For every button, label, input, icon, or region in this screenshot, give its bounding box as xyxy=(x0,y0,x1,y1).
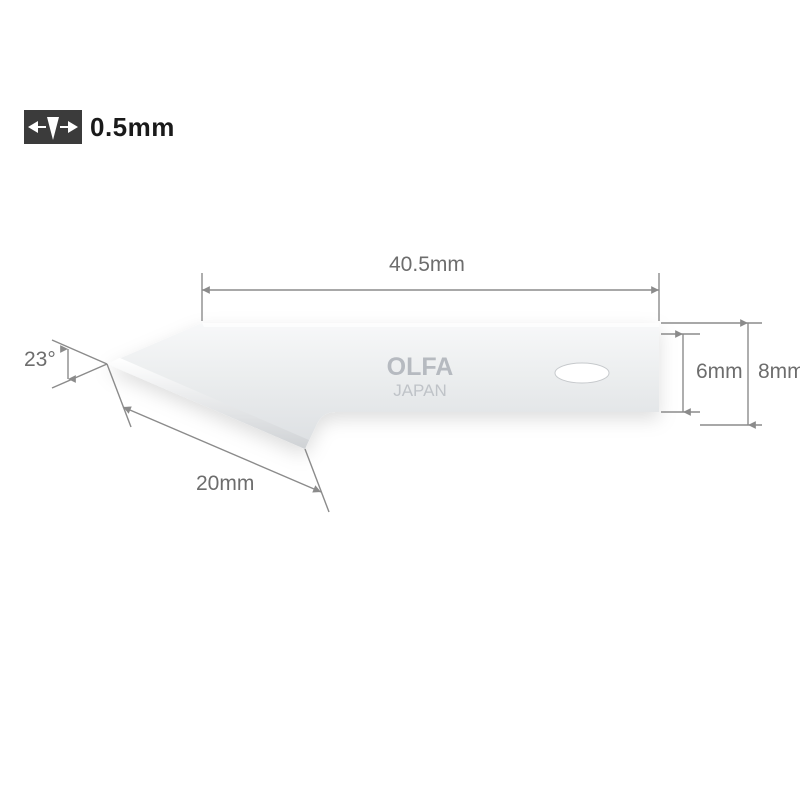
label-total-length: 40.5mm xyxy=(389,253,465,277)
label-shank-height: 6mm xyxy=(696,360,743,384)
dim-total-length xyxy=(202,273,659,321)
label-blade-height: 8mm xyxy=(758,360,800,384)
brand-line1: OLFA xyxy=(387,353,454,381)
brand-line2: JAPAN xyxy=(393,381,447,400)
blade-diagram: OLFA JAPAN xyxy=(0,0,800,800)
blade-body xyxy=(107,323,659,449)
dim-angle xyxy=(52,340,107,388)
dim-shank-height xyxy=(661,334,700,412)
label-angle: 23° xyxy=(24,348,56,372)
label-edge-length: 20mm xyxy=(196,472,254,496)
